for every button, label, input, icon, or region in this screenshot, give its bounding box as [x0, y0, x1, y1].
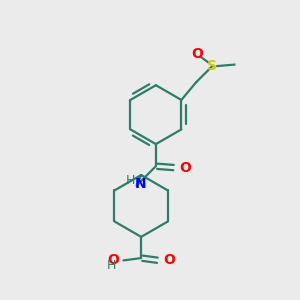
Text: H: H: [126, 173, 135, 187]
Text: N: N: [134, 177, 146, 191]
Text: O: O: [179, 161, 191, 175]
Text: H: H: [106, 259, 116, 272]
Text: O: O: [191, 47, 203, 61]
Text: S: S: [207, 59, 217, 73]
Text: O: O: [163, 254, 175, 267]
Text: O: O: [107, 254, 119, 267]
